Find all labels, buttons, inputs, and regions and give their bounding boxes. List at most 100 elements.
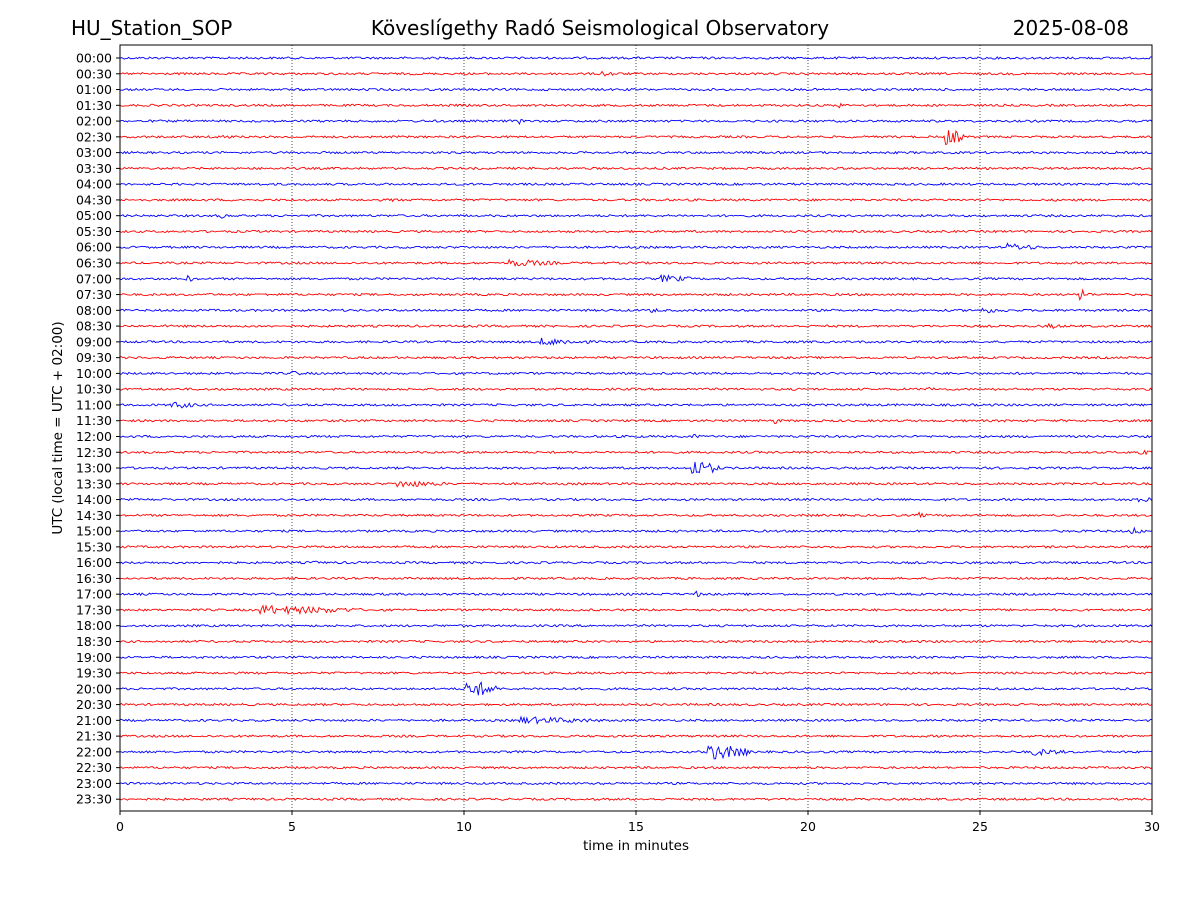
trace-1000 <box>119 370 1153 376</box>
trace-0830 <box>119 322 1153 330</box>
chart-title: Köveslígethy Radó Seismological Observat… <box>370 16 830 40</box>
trace-2100 <box>119 715 1152 725</box>
trace-2000 <box>119 681 1153 696</box>
y-tick-label: 09:30 <box>76 350 112 365</box>
trace-1400 <box>119 497 1153 503</box>
trace-1630 <box>119 576 1153 581</box>
y-tick-label: 19:00 <box>76 650 112 665</box>
y-axis-label: UTC (local time = UTC + 02:00) <box>50 321 66 534</box>
y-tick-label: 17:30 <box>76 602 112 617</box>
trace-0700 <box>119 274 1153 283</box>
y-tick-label: 19:30 <box>76 666 112 681</box>
trace-2030 <box>119 702 1153 707</box>
x-axis-label: time in minutes <box>583 838 689 854</box>
trace-1500 <box>119 526 1153 535</box>
y-tick-label: 07:30 <box>76 287 112 302</box>
y-tick-label: 02:00 <box>76 114 112 129</box>
x-tick-label: 30 <box>1144 819 1160 834</box>
y-tick-label: 10:00 <box>76 366 112 381</box>
y-tick-label: 01:30 <box>76 98 112 113</box>
y-tick-label: 12:00 <box>76 429 112 444</box>
trace-0330 <box>119 166 1152 171</box>
trace-2330 <box>119 797 1153 801</box>
trace-0530 <box>119 229 1153 234</box>
y-tick-label: 00:30 <box>76 66 112 81</box>
y-tick-label: 14:30 <box>76 508 112 523</box>
trace-1930 <box>119 671 1153 675</box>
x-axis: 0 5 10 15 20 25 30 <box>116 811 1160 834</box>
trace-1330 <box>119 480 1153 488</box>
y-tick-label: 23:30 <box>76 792 112 807</box>
y-tick-label: 06:30 <box>76 256 112 271</box>
trace-2300 <box>120 781 1153 786</box>
y-tick-label: 08:00 <box>76 303 112 318</box>
y-tick-label: 06:00 <box>76 240 112 255</box>
trace-0130 <box>119 102 1153 109</box>
y-tick-label: 14:00 <box>76 492 112 507</box>
trace-1230 <box>119 449 1153 456</box>
trace-0230 <box>119 129 1153 145</box>
y-tick-label: 11:30 <box>76 413 112 428</box>
y-tick-label: 05:30 <box>76 224 112 239</box>
trace-1130 <box>119 418 1153 424</box>
y-tick-label: 03:30 <box>76 161 112 176</box>
y-tick-label: 09:00 <box>76 334 112 349</box>
x-tick-label: 5 <box>288 819 296 834</box>
y-tick-label: 10:30 <box>76 382 112 397</box>
y-tick-label: 04:30 <box>76 192 112 207</box>
trace-1730 <box>119 604 1153 616</box>
y-tick-label: 22:00 <box>76 744 112 759</box>
trace-0600 <box>119 242 1153 250</box>
trace-1300 <box>119 461 1153 474</box>
trace-1100 <box>119 401 1153 409</box>
x-tick-label: 15 <box>628 819 644 834</box>
y-tick-label: 04:00 <box>76 177 112 192</box>
trace-2200 <box>119 745 1152 760</box>
trace-1530 <box>119 545 1153 549</box>
y-tick-label: 16:00 <box>76 555 112 570</box>
y-tick-label: 13:30 <box>76 476 112 491</box>
y-tick-label: 11:00 <box>76 397 112 412</box>
trace-1900 <box>119 655 1152 660</box>
y-tick-label: 23:00 <box>76 776 112 791</box>
y-tick-label: 08:30 <box>76 319 112 334</box>
trace-1830 <box>119 639 1153 644</box>
trace-0030 <box>119 70 1153 77</box>
chart-date: 2025-08-08 <box>1012 16 1129 40</box>
y-tick-label: 18:00 <box>76 618 112 633</box>
y-tick-label: 21:30 <box>76 729 112 744</box>
y-tick-label: 00:00 <box>76 51 112 66</box>
x-tick-label: 10 <box>456 819 472 834</box>
trace-0000 <box>119 56 1152 60</box>
y-tick-label: 07:00 <box>76 271 112 286</box>
y-tick-label: 20:00 <box>76 681 112 696</box>
y-tick-label: 20:30 <box>76 697 112 712</box>
trace-1200 <box>120 433 1153 439</box>
trace-0930 <box>119 355 1153 360</box>
y-tick-label: 15:00 <box>76 524 112 539</box>
trace-0200 <box>119 118 1153 126</box>
x-tick-label: 0 <box>116 819 124 834</box>
trace-0730 <box>120 288 1152 302</box>
station-name: HU_Station_SOP <box>71 16 233 40</box>
x-tick-label: 20 <box>800 819 816 834</box>
y-tick-label: 17:00 <box>76 587 112 602</box>
y-tick-label: 03:00 <box>76 145 112 160</box>
trace-1600 <box>119 560 1153 565</box>
trace-0300 <box>119 150 1153 155</box>
grid-lines <box>291 45 981 811</box>
trace-2130 <box>119 734 1153 738</box>
x-tick-label: 25 <box>972 819 988 834</box>
y-tick-label: 15:30 <box>76 539 112 554</box>
trace-0400 <box>119 182 1153 186</box>
trace-0630 <box>119 258 1153 267</box>
y-tick-label: 16:30 <box>76 571 112 586</box>
trace-2230 <box>119 765 1153 770</box>
trace-0900 <box>119 337 1153 346</box>
y-tick-label: 12:30 <box>76 445 112 460</box>
y-tick-label: 02:30 <box>76 129 112 144</box>
y-tick-label: 13:00 <box>76 461 112 476</box>
y-tick-label: 05:00 <box>76 208 112 223</box>
trace-1030 <box>119 386 1153 391</box>
